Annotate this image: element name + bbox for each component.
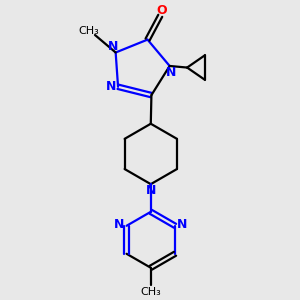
Text: CH₃: CH₃ (140, 287, 161, 297)
Text: N: N (177, 218, 187, 231)
Text: N: N (146, 184, 156, 197)
Text: N: N (106, 80, 116, 93)
Text: O: O (157, 4, 167, 16)
Text: CH₃: CH₃ (78, 26, 99, 36)
Text: N: N (108, 40, 118, 53)
Text: N: N (114, 218, 125, 231)
Text: N: N (166, 66, 176, 79)
